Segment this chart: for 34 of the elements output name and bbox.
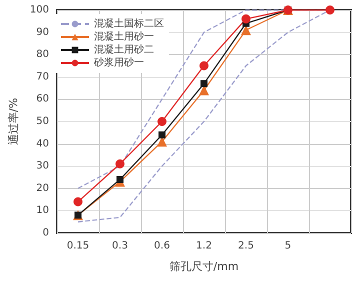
point — [73, 197, 82, 206]
x-axis-title: 筛孔尺寸/mm — [169, 260, 239, 273]
y-tick-label: 60 — [36, 94, 49, 105]
y-tick-label: 20 — [36, 182, 49, 194]
y-tick-label: 100 — [30, 4, 49, 16]
y-tick-label: 30 — [36, 160, 49, 172]
point — [242, 14, 250, 24]
y-tick-label: 0 — [42, 228, 49, 238]
y-tick-label: 50 — [36, 116, 49, 127]
y-tick-label: 40 — [36, 138, 49, 150]
x-tick-label: 0.6 — [154, 240, 170, 252]
point — [200, 61, 208, 70]
legend-label: 砂浆用砂一 — [93, 56, 144, 68]
point — [156, 136, 167, 147]
legend-label: 混凝土用砂一 — [94, 30, 154, 42]
point — [158, 117, 166, 126]
point — [240, 25, 251, 36]
y-axis-title: 通过率/% — [7, 98, 20, 146]
y-tick-label: 80 — [36, 49, 49, 60]
legend-label: 混凝土用砂二 — [94, 44, 154, 56]
x-tick-label: 0.3 — [112, 240, 128, 252]
point — [326, 6, 334, 14]
legend-label: 混凝土国标二区 — [94, 18, 164, 30]
y-tick-label: 10 — [36, 205, 49, 216]
y-tick-label: 90 — [36, 26, 49, 38]
point — [116, 159, 124, 168]
point — [116, 176, 124, 183]
point — [200, 80, 208, 88]
x-tick-label: 0.15 — [66, 240, 90, 252]
point — [158, 131, 166, 138]
x-tick-label: 1.2 — [196, 240, 212, 252]
y-tick-label: 70 — [36, 71, 49, 82]
x-tick-label: 2.5 — [238, 240, 254, 252]
x-tick-label: 5 — [284, 240, 292, 252]
